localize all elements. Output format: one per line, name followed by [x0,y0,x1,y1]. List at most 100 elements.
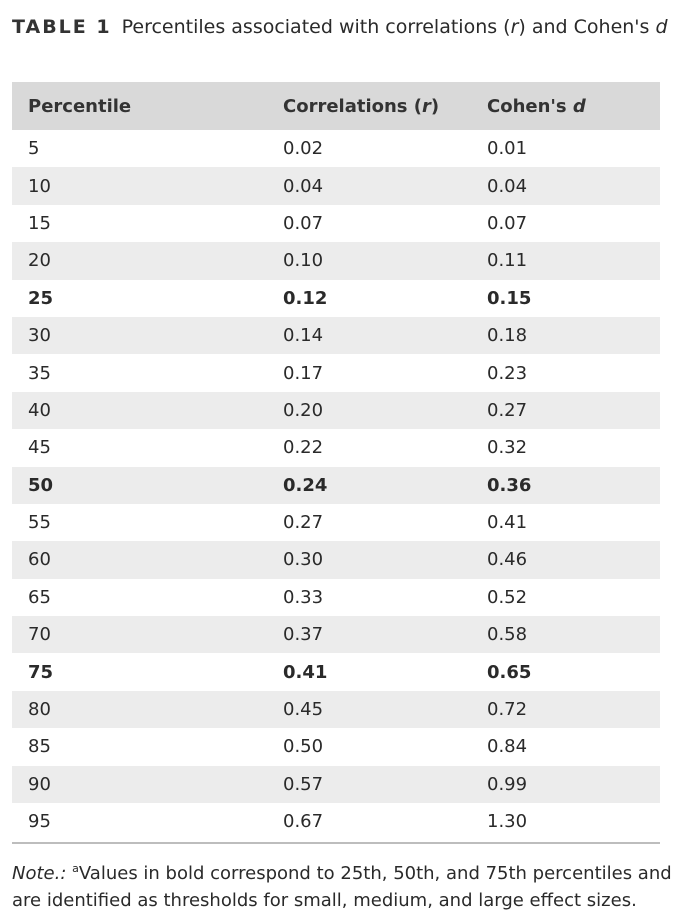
header-corr-suffix: ) [430,95,440,117]
table-body: 5 0.02 0.01 10 0.04 0.04 15 0.07 0.07 20 0.10 0.11 2… [12,130,660,840]
cell-percentile: 30 [28,325,51,347]
cell-cohens-d: 0.27 [487,399,528,421]
header-corr-r: r [422,95,431,117]
header-corr-prefix: Correlations ( [283,95,423,117]
cell-percentile: 85 [28,736,51,758]
caption-r-symbol: r [510,16,519,38]
cell-percentile: 10 [28,175,51,197]
cell-percentile: 55 [28,512,51,534]
table-row: 20 0.10 0.11 [12,242,660,280]
header-correlations: Correlations (r) [283,82,487,130]
cell-cohens-d: 0.01 [487,138,528,160]
cell-percentile: 15 [28,212,51,234]
cell-percentile: 80 [28,699,51,721]
table-row: 55 0.27 0.41 [12,504,660,541]
cell-percentile: 50 [28,474,54,496]
cell-cohens-d: 0.15 [487,287,532,309]
table-row: 60 0.30 0.46 [12,541,660,579]
cell-cohens-d: 0.32 [487,437,528,459]
cell-correlation: 0.20 [283,399,324,421]
table-row: 80 0.45 0.72 [12,690,660,729]
cell-percentile: 60 [28,549,51,571]
cell-cohens-d: 0.46 [487,549,528,571]
table-note: Note.: aValues in bold correspond to 25t… [12,855,672,914]
table-row: 95 0.67 1.30 [12,803,660,840]
cell-cohens-d: 0.65 [487,661,532,683]
caption-text-mid: ) and Cohen's [518,16,656,38]
table-row: 45 0.22 0.32 [12,429,660,466]
cell-cohens-d: 0.41 [487,512,528,534]
cell-correlation: 0.12 [283,287,328,309]
cell-percentile: 75 [28,661,54,683]
cell-correlation: 0.22 [283,437,324,459]
table-bottom-rule [12,842,660,844]
cell-correlation: 0.37 [283,624,324,646]
cell-correlation: 0.27 [283,512,324,534]
cell-cohens-d: 0.11 [487,250,528,272]
table-header: Percentile Correlations (r) Cohen's d [12,82,660,130]
table-row: 70 0.37 0.58 [12,616,660,654]
table-row: 40 0.20 0.27 [12,391,660,430]
cell-cohens-d: 0.72 [487,699,528,721]
cell-cohens-d: 0.99 [487,773,528,795]
cell-correlation: 0.07 [283,212,324,234]
table-row: 35 0.17 0.23 [12,354,660,391]
cell-correlation: 0.33 [283,586,324,608]
cell-correlation: 0.50 [283,736,324,758]
note-text: Values in bold correspond to 25th, 50th,… [12,863,672,911]
table-caption: TABLE 1 Percentiles associated with corre… [12,12,668,42]
note-superscript: a [72,862,79,875]
cell-percentile: 5 [28,138,40,160]
cell-percentile: 40 [28,399,51,421]
table-row: 15 0.07 0.07 [12,205,660,242]
cell-correlation: 0.41 [283,661,328,683]
header-cohen-prefix: Cohen's [487,95,573,117]
cell-cohens-d: 0.84 [487,736,528,758]
cell-correlation: 0.04 [283,175,324,197]
cell-percentile: 95 [28,811,51,833]
cell-cohens-d: 0.07 [487,212,528,234]
note-label: Note.: [12,863,67,884]
caption-text-before: Percentiles associated with correlations… [121,16,511,38]
cell-correlation: 0.57 [283,773,324,795]
cell-correlation: 0.67 [283,811,324,833]
cell-correlation: 0.14 [283,325,324,347]
table-label: TABLE 1 [12,16,112,38]
cell-cohens-d: 0.04 [487,175,528,197]
table-row: 10 0.04 0.04 [12,167,660,205]
cell-cohens-d: 0.23 [487,362,528,384]
cell-correlation: 0.45 [283,699,324,721]
cell-cohens-d: 1.30 [487,811,528,833]
cell-percentile: 65 [28,586,51,608]
cell-correlation: 0.02 [283,138,324,160]
cell-percentile: 90 [28,773,51,795]
cell-percentile: 20 [28,250,51,272]
header-row: Percentile Correlations (r) Cohen's d [12,82,660,130]
header-percentile: Percentile [28,95,132,117]
table-row: 85 0.50 0.84 [12,728,660,765]
cell-percentile: 45 [28,437,51,459]
table-row: 65 0.33 0.52 [12,579,660,616]
cell-cohens-d: 0.36 [487,474,532,496]
cell-correlation: 0.17 [283,362,324,384]
table-row: 30 0.14 0.18 [12,316,660,355]
caption-d-symbol: d [655,16,668,38]
cell-percentile: 35 [28,362,51,384]
table-row: 50 0.24 0.36 [12,466,660,504]
table-row: 90 0.57 0.99 [12,765,660,804]
cell-cohens-d: 0.18 [487,325,528,347]
cell-cohens-d: 0.52 [487,586,528,608]
cell-percentile: 25 [28,287,54,309]
cell-correlation: 0.30 [283,549,324,571]
table-row: 5 0.02 0.01 [12,130,660,167]
table-row: 75 0.41 0.65 [12,653,660,690]
header-cohen-d: d [572,95,586,117]
cell-cohens-d: 0.58 [487,624,528,646]
cell-correlation: 0.10 [283,250,324,272]
table-row: 25 0.12 0.15 [12,280,660,317]
cell-percentile: 70 [28,624,51,646]
header-cohens-d: Cohen's d [487,82,660,130]
cell-correlation: 0.24 [283,474,328,496]
